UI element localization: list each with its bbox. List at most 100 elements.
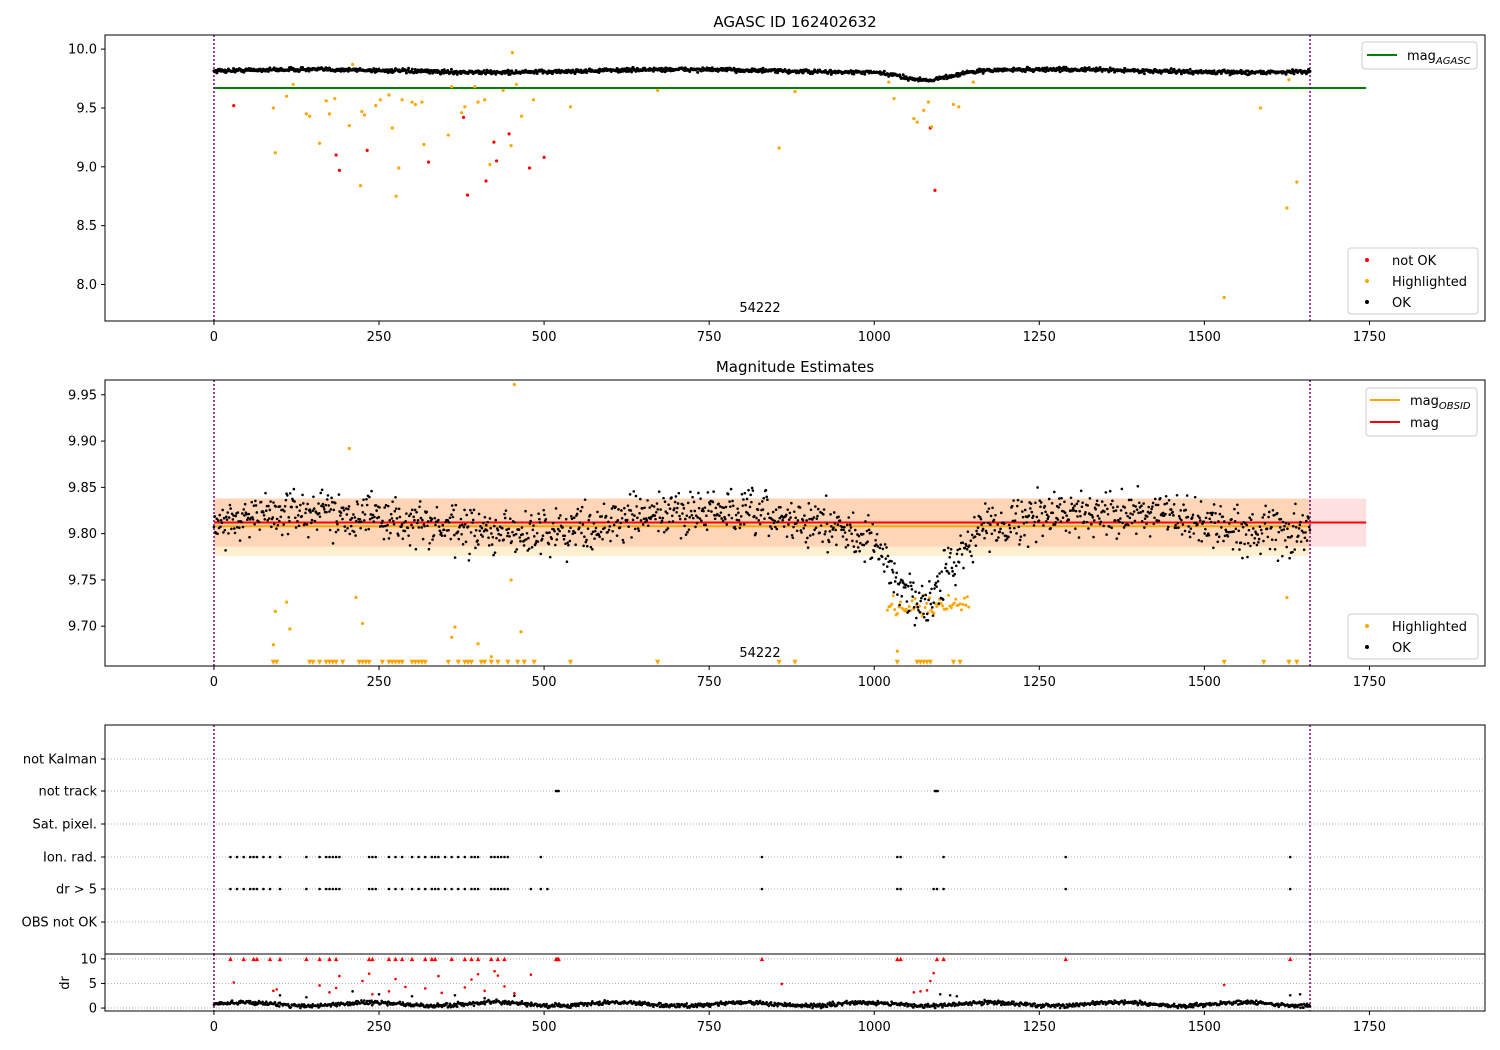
ok-estimate-point <box>591 530 595 534</box>
ok-estimate-point <box>262 511 265 514</box>
ok-estimate-point <box>1202 520 1206 523</box>
dr-ok-point <box>273 1000 277 1004</box>
ok-estimate-point <box>342 508 346 512</box>
highlighted-below-range-marker <box>1221 659 1227 665</box>
ok-estimate-point <box>1305 519 1308 523</box>
xtick-label: 0 <box>210 330 218 345</box>
ytick-label: 9.0 <box>76 160 97 175</box>
ok-estimate-point <box>259 500 263 504</box>
ok-estimate-point <box>773 519 776 523</box>
ok-estimate-point <box>735 518 739 522</box>
ok-estimate-point <box>749 493 752 497</box>
highlighted-point <box>450 85 454 89</box>
ok-estimate-point <box>679 536 683 540</box>
ok-estimate-point <box>230 512 234 516</box>
dr-ok-point <box>455 1005 459 1008</box>
ok-estimate-point <box>910 588 914 591</box>
highlighted-dip-point <box>888 604 892 608</box>
ok-estimate-point <box>678 514 681 518</box>
dr-ok-point <box>782 1004 786 1008</box>
ok-estimate-point <box>237 520 240 523</box>
dr-ok-point <box>695 1005 699 1009</box>
ok-estimate-point <box>1307 525 1311 529</box>
flag-point <box>305 887 308 891</box>
ok-estimate-point <box>1307 517 1310 520</box>
flag-point <box>546 887 549 891</box>
ok-estimate-point <box>551 521 555 525</box>
ok-estimate-point <box>1124 511 1128 515</box>
ok-estimate-point <box>593 529 597 533</box>
flag-point <box>328 887 331 891</box>
not-ok-point <box>232 104 236 108</box>
dr-ok-point <box>448 1002 452 1006</box>
ok-estimate-point <box>879 543 883 547</box>
dr-large-marker <box>462 956 468 962</box>
legend-marker-label: Highlighted <box>1392 620 1467 635</box>
ok-estimate-point <box>587 518 591 522</box>
flag-point <box>242 887 245 891</box>
ok-estimate-point <box>968 550 972 553</box>
flag-point <box>324 887 328 891</box>
ok-estimate-point <box>1165 502 1169 505</box>
ok-estimate-point <box>689 490 692 494</box>
ok-estimate-point <box>489 526 492 530</box>
ok-estimate-point <box>248 535 251 539</box>
ok-estimate-point <box>1015 532 1018 535</box>
dr-ok-point <box>629 999 633 1003</box>
dr-ok-point <box>933 1006 937 1010</box>
dr-large-marker <box>317 956 322 962</box>
ok-estimate-point <box>352 530 356 534</box>
highlighted-dip-point <box>899 600 903 604</box>
ok-estimate-point <box>646 499 649 502</box>
ok-estimate-point <box>325 498 329 501</box>
ok-estimate-point <box>792 510 796 513</box>
flag-point <box>328 855 331 859</box>
ok-estimate-point <box>430 517 434 521</box>
dr-point <box>232 981 236 984</box>
ok-estimate-point <box>795 529 799 533</box>
ok-estimate-point <box>641 523 645 526</box>
ok-estimate-point <box>1304 531 1307 534</box>
dr-point <box>423 987 427 990</box>
highlighted-below-range-marker <box>957 659 963 665</box>
ok-estimate-point <box>329 508 333 511</box>
ok-estimate-point <box>443 534 447 538</box>
ok-estimate-point <box>465 513 469 517</box>
dr-ok-point <box>699 1002 702 1005</box>
ok-estimate-point <box>232 514 235 517</box>
ok-estimate-point <box>400 523 404 526</box>
ok-estimate-point <box>1090 513 1094 517</box>
ok-mag-point <box>918 76 922 80</box>
flag-point <box>235 855 239 859</box>
highlighted-point <box>453 625 457 629</box>
ok-estimate-point <box>686 530 689 534</box>
ok-estimate-point <box>657 490 661 493</box>
ok-estimate-point <box>842 528 845 532</box>
ok-estimate-point <box>919 599 922 603</box>
flag-point <box>371 855 374 859</box>
ok-estimate-point <box>798 506 802 509</box>
ok-estimate-point <box>1220 526 1223 529</box>
highlighted-point <box>483 98 487 102</box>
ok-estimate-point <box>1044 510 1047 514</box>
dr-ok-point <box>848 1003 852 1006</box>
ok-estimate-point <box>537 512 540 516</box>
ok-estimate-point <box>898 603 901 607</box>
ok-estimate-point <box>1100 500 1104 503</box>
ok-estimate-point <box>1169 508 1173 511</box>
ok-estimate-point <box>1200 540 1204 543</box>
ok-estimate-point <box>357 520 361 524</box>
ok-estimate-point <box>426 520 430 523</box>
ok-estimate-point <box>542 508 545 512</box>
ok-estimate-point <box>578 521 582 524</box>
legend-marker-label: OK <box>1392 296 1411 311</box>
ok-estimate-point <box>1049 527 1052 530</box>
ok-estimate-point <box>229 507 232 510</box>
ok-estimate-point <box>405 512 408 515</box>
ok-estimate-point <box>1031 514 1035 518</box>
ok-estimate-point <box>527 536 530 540</box>
ok-estimate-point <box>409 512 413 516</box>
ok-estimate-point <box>811 518 814 521</box>
dr-ok-point <box>825 1005 829 1009</box>
ok-estimate-point <box>675 510 678 514</box>
